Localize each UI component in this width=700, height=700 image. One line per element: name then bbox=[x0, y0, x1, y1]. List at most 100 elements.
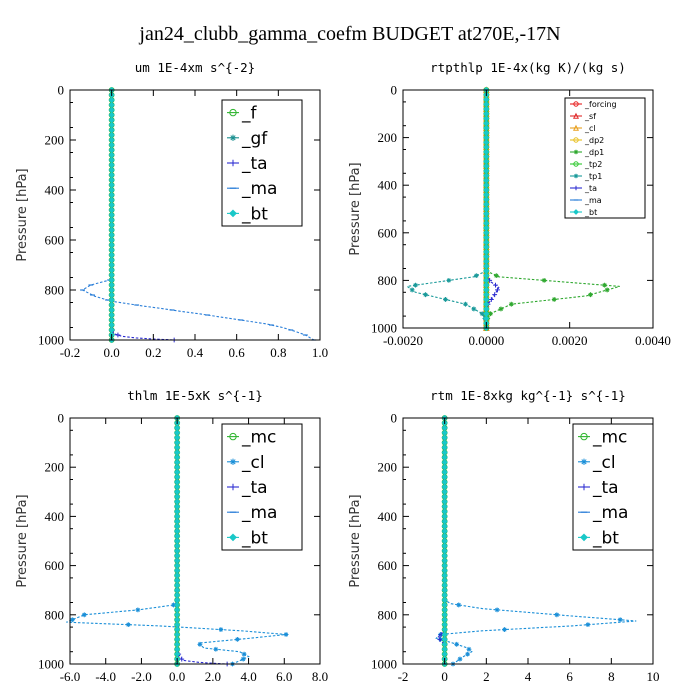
data-point bbox=[454, 641, 460, 647]
data-point bbox=[125, 622, 131, 628]
data-point bbox=[495, 287, 500, 293]
y-tick-label: 1000 bbox=[38, 333, 64, 348]
plot-frame bbox=[69, 417, 321, 665]
x-tick-label: 1.0 bbox=[312, 345, 328, 360]
series-line bbox=[66, 418, 287, 665]
x-tick-label: 0.6 bbox=[229, 345, 246, 360]
data-point bbox=[494, 607, 500, 613]
x-tick-label: 6 bbox=[566, 669, 573, 684]
legend-item: _ta bbox=[570, 184, 597, 193]
x-tick-label: 8.0 bbox=[312, 669, 328, 684]
legend-marker bbox=[229, 432, 237, 441]
data-point bbox=[443, 297, 448, 302]
data-point bbox=[479, 311, 485, 317]
x-tick-label: 2 bbox=[483, 669, 490, 684]
legend-label: _ta bbox=[241, 154, 268, 174]
y-axis-label: Pressure [hPa] bbox=[348, 494, 363, 587]
legend-item: _forcing bbox=[570, 100, 617, 109]
legend-item: _mc bbox=[227, 428, 276, 448]
x-tick-label: 4.0 bbox=[240, 669, 256, 684]
y-tick-label: 0 bbox=[58, 411, 65, 426]
y-axis-label: Pressure [hPa] bbox=[15, 168, 30, 261]
series-line bbox=[435, 418, 637, 665]
data-point bbox=[493, 282, 498, 288]
data-point bbox=[498, 306, 504, 312]
legend-item: _ma bbox=[570, 196, 602, 205]
data-point bbox=[585, 622, 591, 628]
x-tick-label: -0.0020 bbox=[383, 333, 423, 348]
legend-label: _mc bbox=[241, 428, 276, 448]
data-point bbox=[413, 282, 418, 288]
legend-label: _f bbox=[241, 104, 258, 124]
y-axis-label: Pressure [hPa] bbox=[15, 494, 30, 587]
y-tick-label: 1000 bbox=[371, 657, 397, 672]
x-tick-label: -2.0 bbox=[131, 669, 152, 684]
panel-title: um 1E-4xm s^{-2} bbox=[135, 60, 255, 75]
legend-item: _gf bbox=[227, 129, 268, 149]
y-tick-label: 200 bbox=[45, 460, 65, 475]
y-tick-label: 800 bbox=[45, 607, 65, 622]
data-point bbox=[502, 627, 507, 632]
x-tick-label: 2.0 bbox=[205, 669, 221, 684]
legend-marker bbox=[580, 533, 588, 542]
data-point bbox=[617, 617, 623, 623]
data-point bbox=[463, 301, 468, 307]
data-point bbox=[283, 632, 289, 637]
x-tick-label: 0.0040 bbox=[635, 333, 671, 348]
legend: _mc _cl _ta _ma _bt bbox=[221, 423, 303, 551]
y-tick-label: 800 bbox=[45, 283, 65, 298]
y-tick-label: 400 bbox=[378, 178, 398, 193]
chart-panel-4: rtm 1E-8xkg kg^{-1} s^{-1} Pressure [hPa]… bbox=[348, 388, 660, 684]
legend-marker bbox=[573, 101, 579, 107]
legend-box bbox=[572, 423, 654, 551]
plot-frame bbox=[402, 89, 654, 329]
legend-marker bbox=[229, 108, 237, 117]
series-bt bbox=[441, 414, 448, 668]
y-tick-label: 0 bbox=[58, 83, 65, 98]
y-tick-label: 400 bbox=[45, 509, 65, 524]
legend-item: _dp2 bbox=[570, 136, 604, 145]
y-tick-label: 600 bbox=[45, 558, 65, 573]
data-point bbox=[423, 292, 428, 298]
legend-marker bbox=[229, 458, 237, 465]
legend-item: _bt bbox=[578, 528, 619, 548]
legend-label: _forcing bbox=[584, 100, 617, 109]
legend-item: _bt bbox=[227, 204, 268, 224]
series-tp1 bbox=[405, 87, 489, 331]
legend-label: _sf bbox=[584, 112, 596, 121]
legend-item: _f bbox=[227, 104, 258, 124]
data-point bbox=[218, 627, 224, 632]
series-ta bbox=[109, 87, 177, 343]
data-point bbox=[235, 637, 240, 642]
legend-marker bbox=[580, 432, 588, 441]
legend: _mc _cl _ta _ma _bt bbox=[572, 423, 654, 551]
legend-label: _ma bbox=[584, 196, 602, 205]
legend-item: _cl bbox=[227, 453, 265, 473]
x-tick-label: 6.0 bbox=[276, 669, 292, 684]
legend-marker bbox=[229, 533, 237, 542]
data-point bbox=[135, 607, 141, 613]
legend-marker bbox=[573, 209, 579, 215]
series-line bbox=[405, 90, 487, 328]
x-tick-label: -2 bbox=[398, 669, 409, 684]
y-tick-label: 1000 bbox=[371, 321, 397, 336]
legend-item: _mc bbox=[578, 428, 627, 448]
legend-label: _bt bbox=[241, 528, 268, 548]
panel-title: rtpthlp 1E-4x(kg K)/(kg s) bbox=[430, 60, 626, 75]
data-point bbox=[488, 311, 493, 317]
data-point bbox=[604, 287, 610, 293]
data-point bbox=[240, 656, 246, 662]
y-tick-label: 600 bbox=[378, 558, 398, 573]
y-tick-label: 600 bbox=[45, 233, 65, 248]
legend-label: _gf bbox=[241, 129, 268, 149]
legend-item: _bt bbox=[227, 528, 268, 548]
x-tick-label: 0.0020 bbox=[552, 333, 588, 348]
x-tick-label: 0.0000 bbox=[468, 333, 504, 348]
data-point bbox=[602, 282, 607, 288]
panel-title: thlm 1E-5xK s^{-1} bbox=[127, 388, 262, 403]
legend-label: _mc bbox=[592, 428, 627, 448]
legend-marker bbox=[573, 137, 579, 143]
data-point bbox=[541, 278, 547, 283]
legend-marker bbox=[229, 483, 237, 491]
